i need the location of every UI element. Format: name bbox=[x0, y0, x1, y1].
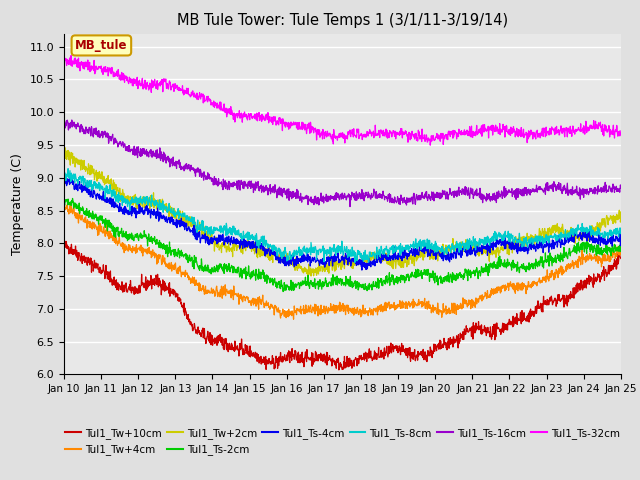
Tul1_Ts-16cm bbox=[318, 199, 326, 204]
Tul1_Ts-32cm bbox=[426, 142, 434, 148]
Line: Tul1_Tw+10cm: Tul1_Tw+10cm bbox=[64, 241, 621, 370]
Tul1_Ts-2cm bbox=[617, 249, 625, 254]
Tul1_Ts-2cm bbox=[126, 232, 134, 238]
Tul1_Tw+2cm bbox=[60, 157, 68, 163]
Tul1_Ts-16cm bbox=[346, 204, 354, 209]
Tul1_Ts-8cm bbox=[104, 183, 111, 189]
Tul1_Tw+10cm bbox=[335, 367, 342, 373]
Tul1_Tw+2cm bbox=[308, 268, 316, 274]
Tul1_Ts-16cm bbox=[126, 149, 134, 155]
Line: Tul1_Tw+2cm: Tul1_Tw+2cm bbox=[64, 148, 621, 278]
Tul1_Ts-8cm bbox=[297, 247, 305, 252]
Tul1_Ts-32cm bbox=[60, 54, 68, 60]
Tul1_Tw+2cm bbox=[61, 145, 69, 151]
Tul1_Tw+2cm bbox=[304, 275, 312, 281]
Tul1_Ts-32cm bbox=[67, 53, 75, 59]
Tul1_Tw+4cm bbox=[104, 233, 111, 239]
Tul1_Ts-4cm bbox=[318, 261, 326, 267]
Tul1_Ts-8cm bbox=[60, 168, 68, 173]
Tul1_Tw+2cm bbox=[617, 216, 625, 222]
Tul1_Ts-2cm bbox=[308, 283, 316, 289]
Y-axis label: Temperature (C): Temperature (C) bbox=[11, 153, 24, 255]
Tul1_Ts-4cm bbox=[297, 260, 305, 265]
Title: MB Tule Tower: Tule Temps 1 (3/1/11-3/19/14): MB Tule Tower: Tule Temps 1 (3/1/11-3/19… bbox=[177, 13, 508, 28]
Tul1_Ts-16cm bbox=[308, 200, 316, 205]
Tul1_Tw+4cm bbox=[319, 307, 326, 312]
Tul1_Ts-32cm bbox=[617, 132, 625, 138]
Tul1_Tw+4cm bbox=[617, 249, 625, 255]
Tul1_Ts-4cm bbox=[617, 236, 625, 242]
Tul1_Ts-32cm bbox=[318, 129, 326, 134]
Line: Tul1_Ts-8cm: Tul1_Ts-8cm bbox=[64, 168, 621, 263]
Tul1_Ts-4cm bbox=[358, 267, 365, 273]
Tul1_Ts-2cm bbox=[297, 283, 305, 288]
Tul1_Ts-2cm bbox=[319, 279, 326, 285]
Tul1_Ts-16cm bbox=[104, 132, 111, 138]
Tul1_Tw+10cm bbox=[378, 354, 385, 360]
Tul1_Tw+4cm bbox=[63, 202, 71, 207]
Tul1_Ts-16cm bbox=[68, 117, 76, 123]
Tul1_Tw+4cm bbox=[60, 203, 68, 208]
Tul1_Ts-4cm bbox=[126, 204, 134, 210]
Tul1_Tw+10cm bbox=[104, 276, 111, 282]
Legend: Tul1_Tw+10cm, Tul1_Tw+4cm, Tul1_Tw+2cm, Tul1_Ts-2cm, Tul1_Ts-4cm, Tul1_Ts-8cm, T: Tul1_Tw+10cm, Tul1_Tw+4cm, Tul1_Tw+2cm, … bbox=[61, 424, 624, 459]
Tul1_Tw+4cm bbox=[308, 305, 316, 311]
Tul1_Ts-8cm bbox=[318, 246, 326, 252]
Tul1_Ts-16cm bbox=[60, 118, 68, 124]
Tul1_Tw+4cm bbox=[378, 304, 385, 310]
Tul1_Tw+4cm bbox=[126, 244, 134, 250]
Tul1_Ts-4cm bbox=[378, 251, 385, 257]
Tul1_Ts-8cm bbox=[64, 166, 72, 171]
Tul1_Ts-4cm bbox=[308, 255, 316, 261]
Tul1_Ts-32cm bbox=[104, 69, 111, 74]
Tul1_Tw+10cm bbox=[126, 288, 134, 293]
Line: Tul1_Ts-4cm: Tul1_Ts-4cm bbox=[64, 177, 621, 270]
Tul1_Ts-2cm bbox=[279, 288, 287, 294]
Tul1_Ts-4cm bbox=[66, 174, 74, 180]
Tul1_Ts-16cm bbox=[378, 192, 385, 197]
Tul1_Tw+10cm bbox=[617, 255, 625, 261]
Tul1_Ts-2cm bbox=[378, 276, 385, 282]
Tul1_Tw+2cm bbox=[297, 264, 305, 269]
Tul1_Ts-32cm bbox=[308, 127, 316, 132]
Text: MB_tule: MB_tule bbox=[75, 39, 127, 52]
Tul1_Tw+2cm bbox=[126, 193, 134, 199]
Tul1_Ts-4cm bbox=[60, 181, 68, 187]
Tul1_Ts-8cm bbox=[351, 260, 358, 265]
Line: Tul1_Ts-32cm: Tul1_Ts-32cm bbox=[64, 56, 621, 145]
Tul1_Tw+10cm bbox=[308, 363, 316, 369]
Line: Tul1_Ts-16cm: Tul1_Ts-16cm bbox=[64, 120, 621, 206]
Tul1_Ts-16cm bbox=[297, 191, 305, 196]
Tul1_Tw+10cm bbox=[61, 239, 69, 244]
Tul1_Tw+10cm bbox=[60, 241, 68, 247]
Tul1_Ts-32cm bbox=[297, 126, 305, 132]
Tul1_Tw+2cm bbox=[319, 269, 326, 275]
Tul1_Ts-2cm bbox=[104, 228, 111, 234]
Line: Tul1_Ts-2cm: Tul1_Ts-2cm bbox=[64, 198, 621, 291]
Tul1_Ts-8cm bbox=[617, 227, 625, 233]
Line: Tul1_Tw+4cm: Tul1_Tw+4cm bbox=[64, 204, 621, 319]
Tul1_Ts-32cm bbox=[378, 129, 385, 135]
Tul1_Ts-2cm bbox=[60, 201, 68, 206]
Tul1_Tw+2cm bbox=[378, 254, 385, 260]
Tul1_Ts-8cm bbox=[126, 201, 134, 206]
Tul1_Tw+4cm bbox=[297, 311, 305, 316]
Tul1_Tw+2cm bbox=[104, 180, 111, 186]
Tul1_Ts-2cm bbox=[68, 195, 76, 201]
Tul1_Tw+10cm bbox=[318, 355, 326, 361]
Tul1_Ts-4cm bbox=[104, 199, 111, 205]
Tul1_Ts-16cm bbox=[617, 185, 625, 191]
Tul1_Ts-8cm bbox=[308, 250, 316, 255]
Tul1_Tw+4cm bbox=[290, 316, 298, 322]
Tul1_Tw+10cm bbox=[297, 354, 305, 360]
Tul1_Ts-32cm bbox=[126, 79, 134, 84]
Tul1_Ts-8cm bbox=[378, 246, 385, 252]
